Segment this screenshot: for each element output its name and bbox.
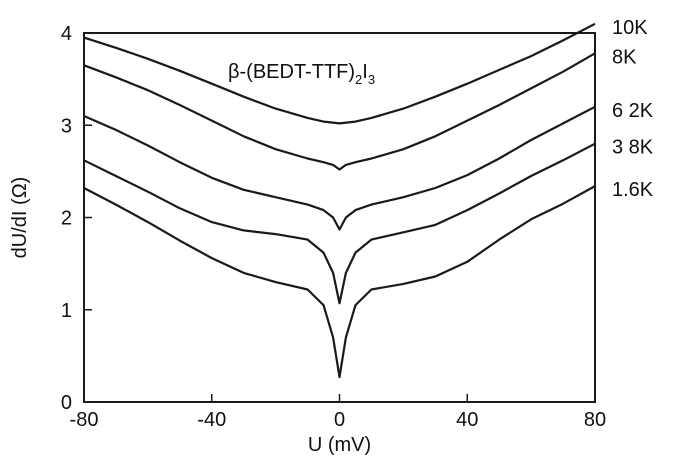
tick-group: -80 -40 0 40 80 0 1 2 3 4 <box>61 23 606 431</box>
series-group <box>83 22 596 379</box>
series-line <box>83 185 596 379</box>
x-tick-label: -40 <box>197 409 226 431</box>
x-tick-label: 80 <box>584 409 606 431</box>
y-tick-label: 3 <box>61 115 72 137</box>
series-line <box>83 142 596 305</box>
y-axis-label: dU/dI (Ω) <box>9 177 31 259</box>
series-line <box>83 22 596 125</box>
series-label: 8K <box>612 46 637 68</box>
series-line <box>83 52 596 171</box>
series-label: 10K <box>612 17 648 39</box>
series-label: 6 2K <box>612 100 654 122</box>
y-tick-label: 0 <box>61 392 72 414</box>
x-tick-label: -80 <box>70 409 99 431</box>
y-tick-label: 1 <box>61 300 72 322</box>
y-tick-label: 2 <box>61 208 72 230</box>
legend: 10K 8K 6 2K 3 8K 1.6K <box>612 17 654 201</box>
plot-frame <box>83 32 596 403</box>
chart-title: β-(BEDT-TTF)2I3 <box>228 61 375 87</box>
series-label: 1.6K <box>612 179 654 201</box>
x-tick-label: 0 <box>334 409 345 431</box>
series-label: 3 8K <box>612 137 654 159</box>
x-tick-label: 40 <box>456 409 478 431</box>
y-tick-label: 4 <box>61 23 72 45</box>
x-axis-label: U (mV) <box>308 434 371 456</box>
series-line <box>83 105 596 231</box>
